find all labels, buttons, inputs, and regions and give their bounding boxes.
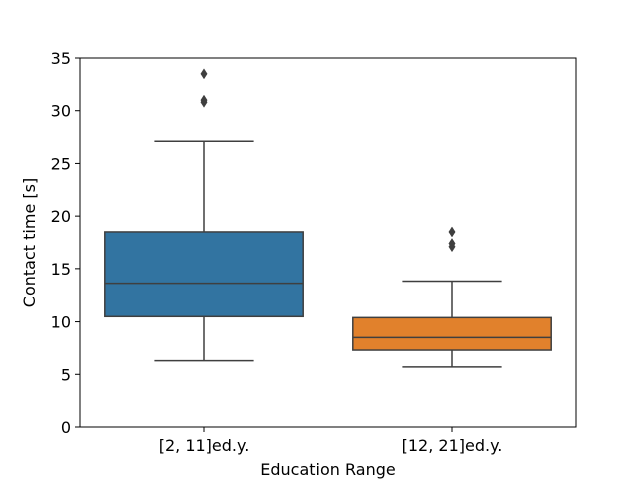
box-1-outlier-2	[200, 94, 208, 106]
axes-frame	[79, 57, 577, 428]
box-1-iqr-box	[104, 231, 304, 318]
y-tick-label: 0	[61, 418, 71, 437]
y-tick-label: 10	[51, 313, 71, 332]
y-axis-label: Contact time [s]	[20, 178, 39, 307]
box-2-group	[352, 226, 552, 368]
y-tick-label: 30	[51, 102, 71, 121]
x-tick-label: [2, 11]ed.y.	[159, 436, 250, 455]
y-tick-label: 20	[51, 207, 71, 226]
axes: 0 5 10 15 20 25 30 35 [2, 11]ed.y. [12, 21]ed.y.	[51, 49, 577, 455]
y-tick-label: 25	[51, 154, 71, 173]
plot-area	[104, 68, 552, 368]
y-tick-label: 15	[51, 260, 71, 279]
y-tick-label: 5	[61, 365, 71, 384]
x-tick-label: [12, 21]ed.y.	[402, 436, 503, 455]
box-2-outlier-2	[448, 238, 456, 250]
box-2-iqr-box	[352, 316, 552, 351]
box-1-group	[104, 68, 304, 362]
x-axis-label: Education Range	[260, 460, 395, 479]
box-2-outlier-3	[448, 226, 456, 238]
box-1-outlier-3	[200, 68, 208, 80]
y-tick-label: 35	[51, 49, 71, 68]
